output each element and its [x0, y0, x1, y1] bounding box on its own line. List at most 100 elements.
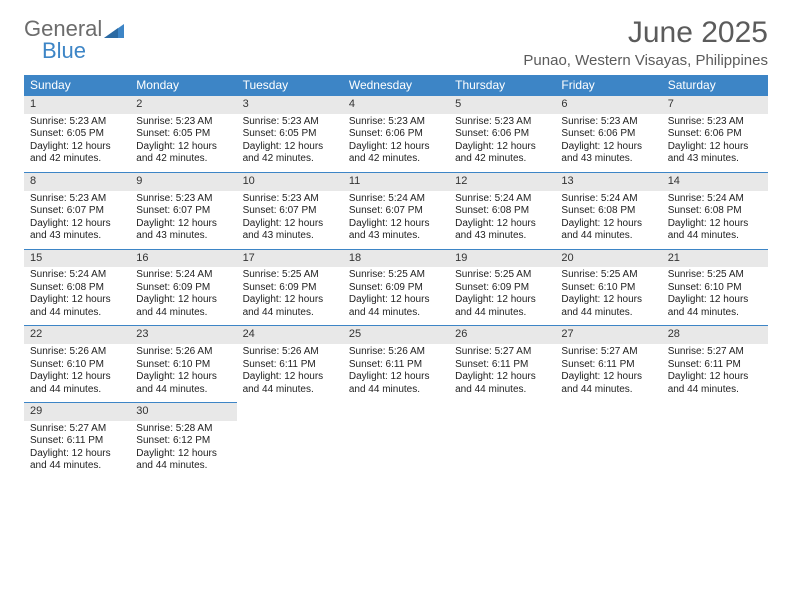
- weekday-header: Friday: [555, 75, 661, 95]
- day-number: 20: [555, 249, 661, 268]
- day-number: 29: [24, 402, 130, 421]
- daylight-line: Daylight: 12 hours and 43 minutes.: [668, 141, 762, 166]
- calendar-cell: 16Sunrise: 5:24 AMSunset: 6:09 PMDayligh…: [130, 249, 236, 326]
- sunrise-line: Sunrise: 5:23 AM: [455, 116, 549, 129]
- sunrise-line: Sunrise: 5:25 AM: [455, 269, 549, 282]
- daylight-line: Daylight: 12 hours and 44 minutes.: [136, 371, 230, 396]
- sunrise-line: Sunrise: 5:23 AM: [668, 116, 762, 129]
- calendar-cell: 17Sunrise: 5:25 AMSunset: 6:09 PMDayligh…: [237, 249, 343, 326]
- weekday-header: Thursday: [449, 75, 555, 95]
- logo-word2: Blue: [42, 38, 86, 63]
- calendar-cell: 1Sunrise: 5:23 AMSunset: 6:05 PMDaylight…: [24, 95, 130, 172]
- calendar-cell: 24Sunrise: 5:26 AMSunset: 6:11 PMDayligh…: [237, 325, 343, 402]
- sunset-line: Sunset: 6:10 PM: [136, 359, 230, 372]
- day-number: 24: [237, 325, 343, 344]
- sunset-line: Sunset: 6:09 PM: [349, 282, 443, 295]
- daylight-line: Daylight: 12 hours and 43 minutes.: [30, 218, 124, 243]
- daylight-line: Daylight: 12 hours and 44 minutes.: [243, 294, 337, 319]
- day-details: Sunrise: 5:24 AMSunset: 6:09 PMDaylight:…: [130, 267, 236, 325]
- sunrise-line: Sunrise: 5:26 AM: [349, 346, 443, 359]
- weekday-header-row: Sunday Monday Tuesday Wednesday Thursday…: [24, 75, 768, 95]
- sunrise-line: Sunrise: 5:27 AM: [30, 423, 124, 436]
- sunrise-line: Sunrise: 5:23 AM: [136, 193, 230, 206]
- sunrise-line: Sunrise: 5:27 AM: [561, 346, 655, 359]
- daylight-line: Daylight: 12 hours and 43 minutes.: [561, 141, 655, 166]
- day-details: Sunrise: 5:23 AMSunset: 6:07 PMDaylight:…: [237, 191, 343, 249]
- sunset-line: Sunset: 6:08 PM: [561, 205, 655, 218]
- calendar-cell: 7Sunrise: 5:23 AMSunset: 6:06 PMDaylight…: [662, 95, 768, 172]
- sunset-line: Sunset: 6:08 PM: [668, 205, 762, 218]
- calendar-cell: 25Sunrise: 5:26 AMSunset: 6:11 PMDayligh…: [343, 325, 449, 402]
- calendar-row: 22Sunrise: 5:26 AMSunset: 6:10 PMDayligh…: [24, 325, 768, 402]
- sunrise-line: Sunrise: 5:25 AM: [668, 269, 762, 282]
- sunrise-line: Sunrise: 5:23 AM: [30, 193, 124, 206]
- daylight-line: Daylight: 12 hours and 43 minutes.: [349, 218, 443, 243]
- sunset-line: Sunset: 6:11 PM: [243, 359, 337, 372]
- sunset-line: Sunset: 6:07 PM: [30, 205, 124, 218]
- sunrise-line: Sunrise: 5:26 AM: [243, 346, 337, 359]
- day-details: Sunrise: 5:23 AMSunset: 6:07 PMDaylight:…: [24, 191, 130, 249]
- sunrise-line: Sunrise: 5:26 AM: [30, 346, 124, 359]
- sunset-line: Sunset: 6:06 PM: [349, 128, 443, 141]
- day-number: 19: [449, 249, 555, 268]
- sunset-line: Sunset: 6:07 PM: [136, 205, 230, 218]
- sunrise-line: Sunrise: 5:27 AM: [668, 346, 762, 359]
- calendar-cell: ..: [555, 402, 661, 479]
- day-details: Sunrise: 5:23 AMSunset: 6:05 PMDaylight:…: [130, 114, 236, 172]
- calendar-cell: 5Sunrise: 5:23 AMSunset: 6:06 PMDaylight…: [449, 95, 555, 172]
- sunrise-line: Sunrise: 5:26 AM: [136, 346, 230, 359]
- day-details: Sunrise: 5:25 AMSunset: 6:10 PMDaylight:…: [662, 267, 768, 325]
- day-details: Sunrise: 5:23 AMSunset: 6:05 PMDaylight:…: [237, 114, 343, 172]
- daylight-line: Daylight: 12 hours and 43 minutes.: [243, 218, 337, 243]
- daylight-line: Daylight: 12 hours and 42 minutes.: [349, 141, 443, 166]
- sunset-line: Sunset: 6:10 PM: [30, 359, 124, 372]
- calendar-cell: 18Sunrise: 5:25 AMSunset: 6:09 PMDayligh…: [343, 249, 449, 326]
- month-title: June 2025: [523, 16, 768, 50]
- sunrise-line: Sunrise: 5:25 AM: [561, 269, 655, 282]
- day-number: 6: [555, 95, 661, 114]
- location: Punao, Western Visayas, Philippines: [523, 52, 768, 69]
- sunset-line: Sunset: 6:11 PM: [349, 359, 443, 372]
- calendar-cell: 2Sunrise: 5:23 AMSunset: 6:05 PMDaylight…: [130, 95, 236, 172]
- sunset-line: Sunset: 6:06 PM: [455, 128, 549, 141]
- sunrise-line: Sunrise: 5:24 AM: [455, 193, 549, 206]
- day-details: Sunrise: 5:23 AMSunset: 6:07 PMDaylight:…: [130, 191, 236, 249]
- sunset-line: Sunset: 6:08 PM: [30, 282, 124, 295]
- sunset-line: Sunset: 6:08 PM: [455, 205, 549, 218]
- calendar-cell: 3Sunrise: 5:23 AMSunset: 6:05 PMDaylight…: [237, 95, 343, 172]
- calendar-cell: 9Sunrise: 5:23 AMSunset: 6:07 PMDaylight…: [130, 172, 236, 249]
- calendar-cell: 20Sunrise: 5:25 AMSunset: 6:10 PMDayligh…: [555, 249, 661, 326]
- sunset-line: Sunset: 6:11 PM: [668, 359, 762, 372]
- weekday-header: Sunday: [24, 75, 130, 95]
- sunrise-line: Sunrise: 5:24 AM: [136, 269, 230, 282]
- daylight-line: Daylight: 12 hours and 44 minutes.: [561, 294, 655, 319]
- day-details: Sunrise: 5:26 AMSunset: 6:11 PMDaylight:…: [237, 344, 343, 402]
- calendar-row: 29Sunrise: 5:27 AMSunset: 6:11 PMDayligh…: [24, 402, 768, 479]
- sunset-line: Sunset: 6:09 PM: [136, 282, 230, 295]
- day-details: Sunrise: 5:24 AMSunset: 6:08 PMDaylight:…: [24, 267, 130, 325]
- sunset-line: Sunset: 6:06 PM: [561, 128, 655, 141]
- calendar-table: Sunday Monday Tuesday Wednesday Thursday…: [24, 75, 768, 479]
- calendar-cell: 8Sunrise: 5:23 AMSunset: 6:07 PMDaylight…: [24, 172, 130, 249]
- daylight-line: Daylight: 12 hours and 42 minutes.: [243, 141, 337, 166]
- day-number: 26: [449, 325, 555, 344]
- day-number: 13: [555, 172, 661, 191]
- day-details: Sunrise: 5:26 AMSunset: 6:11 PMDaylight:…: [343, 344, 449, 402]
- calendar-row: 1Sunrise: 5:23 AMSunset: 6:05 PMDaylight…: [24, 95, 768, 172]
- day-details: Sunrise: 5:27 AMSunset: 6:11 PMDaylight:…: [662, 344, 768, 402]
- daylight-line: Daylight: 12 hours and 44 minutes.: [349, 294, 443, 319]
- daylight-line: Daylight: 12 hours and 42 minutes.: [30, 141, 124, 166]
- day-number: 11: [343, 172, 449, 191]
- daylight-line: Daylight: 12 hours and 44 minutes.: [561, 371, 655, 396]
- daylight-line: Daylight: 12 hours and 44 minutes.: [668, 218, 762, 243]
- day-details: Sunrise: 5:28 AMSunset: 6:12 PMDaylight:…: [130, 421, 236, 479]
- sunrise-line: Sunrise: 5:24 AM: [30, 269, 124, 282]
- calendar-cell: 26Sunrise: 5:27 AMSunset: 6:11 PMDayligh…: [449, 325, 555, 402]
- sunrise-line: Sunrise: 5:23 AM: [136, 116, 230, 129]
- day-details: Sunrise: 5:23 AMSunset: 6:06 PMDaylight:…: [449, 114, 555, 172]
- day-number: 7: [662, 95, 768, 114]
- day-details: Sunrise: 5:23 AMSunset: 6:06 PMDaylight:…: [662, 114, 768, 172]
- sunrise-line: Sunrise: 5:28 AM: [136, 423, 230, 436]
- day-number: 23: [130, 325, 236, 344]
- sunset-line: Sunset: 6:11 PM: [30, 435, 124, 448]
